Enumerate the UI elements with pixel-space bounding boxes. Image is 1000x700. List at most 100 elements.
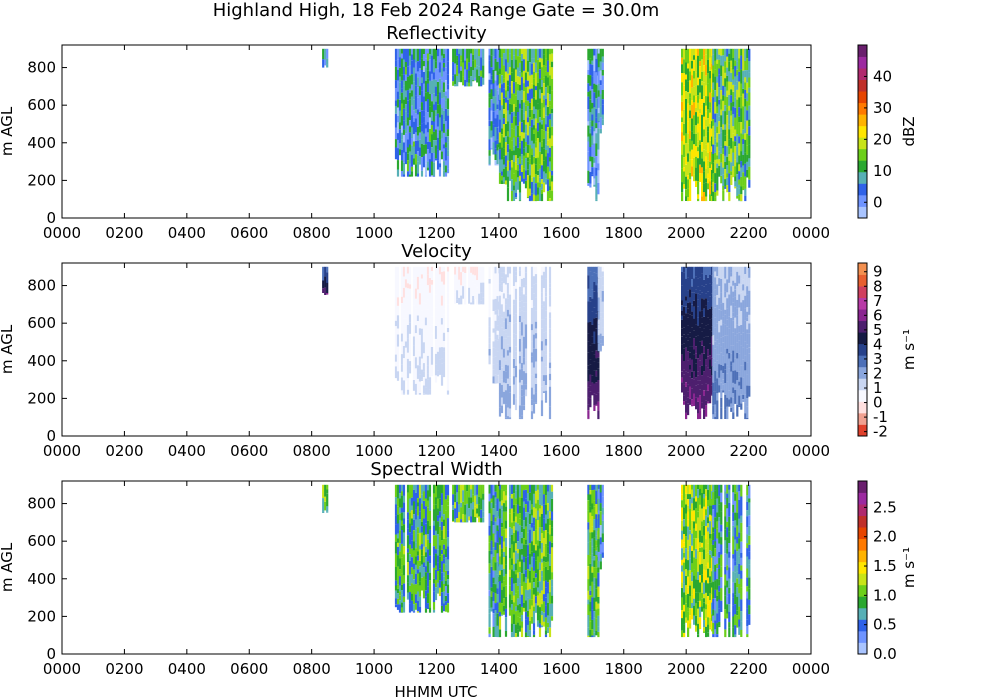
- echo-cell: [701, 285, 704, 293]
- echo-cell: [470, 286, 473, 294]
- echo-cell: [414, 542, 418, 549]
- echo-cell: [402, 339, 406, 346]
- echo-cell: [520, 549, 524, 555]
- echo-cell: [536, 59, 540, 73]
- echo-cell: [432, 591, 436, 602]
- echo-cell: [601, 104, 604, 115]
- echo-cell: [394, 361, 398, 367]
- echo-cell: [418, 328, 422, 335]
- echo-cell: [744, 295, 747, 309]
- echo-cell: [504, 383, 508, 391]
- echo-cell: [416, 611, 420, 613]
- echo-cell: [534, 503, 538, 509]
- echo-cell: [736, 556, 739, 566]
- echo-cell: [711, 293, 714, 298]
- echo-cell: [718, 343, 721, 355]
- echo-cell: [394, 60, 398, 67]
- echo-cell: [544, 331, 548, 339]
- echo-cell: [685, 99, 688, 108]
- echo-cell: [685, 603, 688, 618]
- echo-cell: [534, 200, 538, 202]
- echo-cell: [428, 326, 432, 337]
- echo-cell: [442, 58, 446, 63]
- echo-cell: [414, 85, 418, 96]
- x-tick-label: 0000: [43, 442, 81, 460]
- echo-cell: [734, 317, 737, 329]
- echo-cell: [701, 592, 704, 599]
- echo-cell: [597, 608, 600, 616]
- echo-cell: [494, 374, 497, 383]
- echo-cell: [480, 300, 483, 305]
- echo-cell: [587, 301, 590, 315]
- echo-cell: [542, 99, 546, 108]
- echo-cell: [711, 331, 714, 337]
- echo-cell: [697, 380, 700, 385]
- echo-cell: [699, 79, 702, 93]
- echo-cell: [406, 58, 410, 67]
- echo-cell: [712, 107, 715, 120]
- echo-cell: [394, 366, 398, 377]
- echo-cell: [446, 518, 450, 531]
- echo-cell: [709, 92, 712, 103]
- echo-cell: [468, 516, 471, 521]
- echo-cell: [683, 306, 686, 316]
- echo-cell: [691, 286, 694, 293]
- echo-cell: [516, 177, 520, 190]
- echo-cell: [396, 59, 400, 70]
- echo-cell: [518, 572, 522, 584]
- echo-cell: [691, 484, 694, 490]
- echo-cell: [538, 593, 542, 607]
- echo-cell: [595, 567, 598, 579]
- echo-cell: [404, 347, 408, 361]
- echo-cell: [691, 520, 694, 534]
- echo-cell: [496, 144, 499, 151]
- echo-cell: [689, 179, 692, 189]
- echo-cell: [524, 285, 528, 296]
- echo-cell: [470, 266, 473, 273]
- echo-cell: [506, 85, 510, 92]
- echo-cell: [726, 537, 729, 549]
- echo-cell: [508, 114, 512, 124]
- echo-cell: [536, 605, 540, 613]
- echo-cell: [587, 566, 590, 580]
- echo-cell: [599, 339, 602, 344]
- echo-cell: [699, 341, 702, 355]
- echo-cell: [326, 48, 329, 59]
- echo-cell: [528, 188, 532, 196]
- echo-cell: [524, 133, 528, 142]
- echo-cell: [714, 370, 717, 382]
- echo-cell: [712, 634, 715, 638]
- echo-cell: [422, 535, 426, 547]
- echo-cell: [724, 278, 727, 284]
- echo-cell: [494, 148, 497, 155]
- echo-cell: [396, 498, 400, 507]
- echo-cell: [430, 48, 434, 56]
- echo-cell: [732, 316, 735, 321]
- echo-cell: [595, 199, 598, 202]
- echo-cell: [434, 484, 438, 498]
- echo-cell: [726, 406, 729, 420]
- echo-cell: [544, 375, 548, 386]
- echo-cell: [444, 100, 448, 109]
- echo-cell: [681, 548, 684, 560]
- echo-cell: [712, 282, 715, 291]
- echo-cell: [738, 122, 741, 137]
- echo-cell: [697, 526, 700, 539]
- echo-cell: [414, 501, 418, 510]
- echo-cell: [416, 551, 420, 556]
- echo-cell: [500, 500, 504, 506]
- echo-segment: [681, 266, 714, 420]
- echo-cell: [691, 327, 694, 333]
- echo-cell: [597, 183, 600, 195]
- echo-cell: [520, 351, 524, 363]
- echo-cell: [492, 347, 495, 358]
- echo-cell: [532, 114, 536, 119]
- echo-cell: [740, 161, 743, 168]
- echo-cell: [734, 76, 737, 86]
- echo-cell: [434, 530, 438, 536]
- echo-cell: [422, 576, 426, 591]
- echo-cell: [500, 553, 504, 565]
- echo-cell: [597, 128, 600, 142]
- echo-cell: [538, 187, 542, 201]
- echo-cell: [526, 48, 530, 61]
